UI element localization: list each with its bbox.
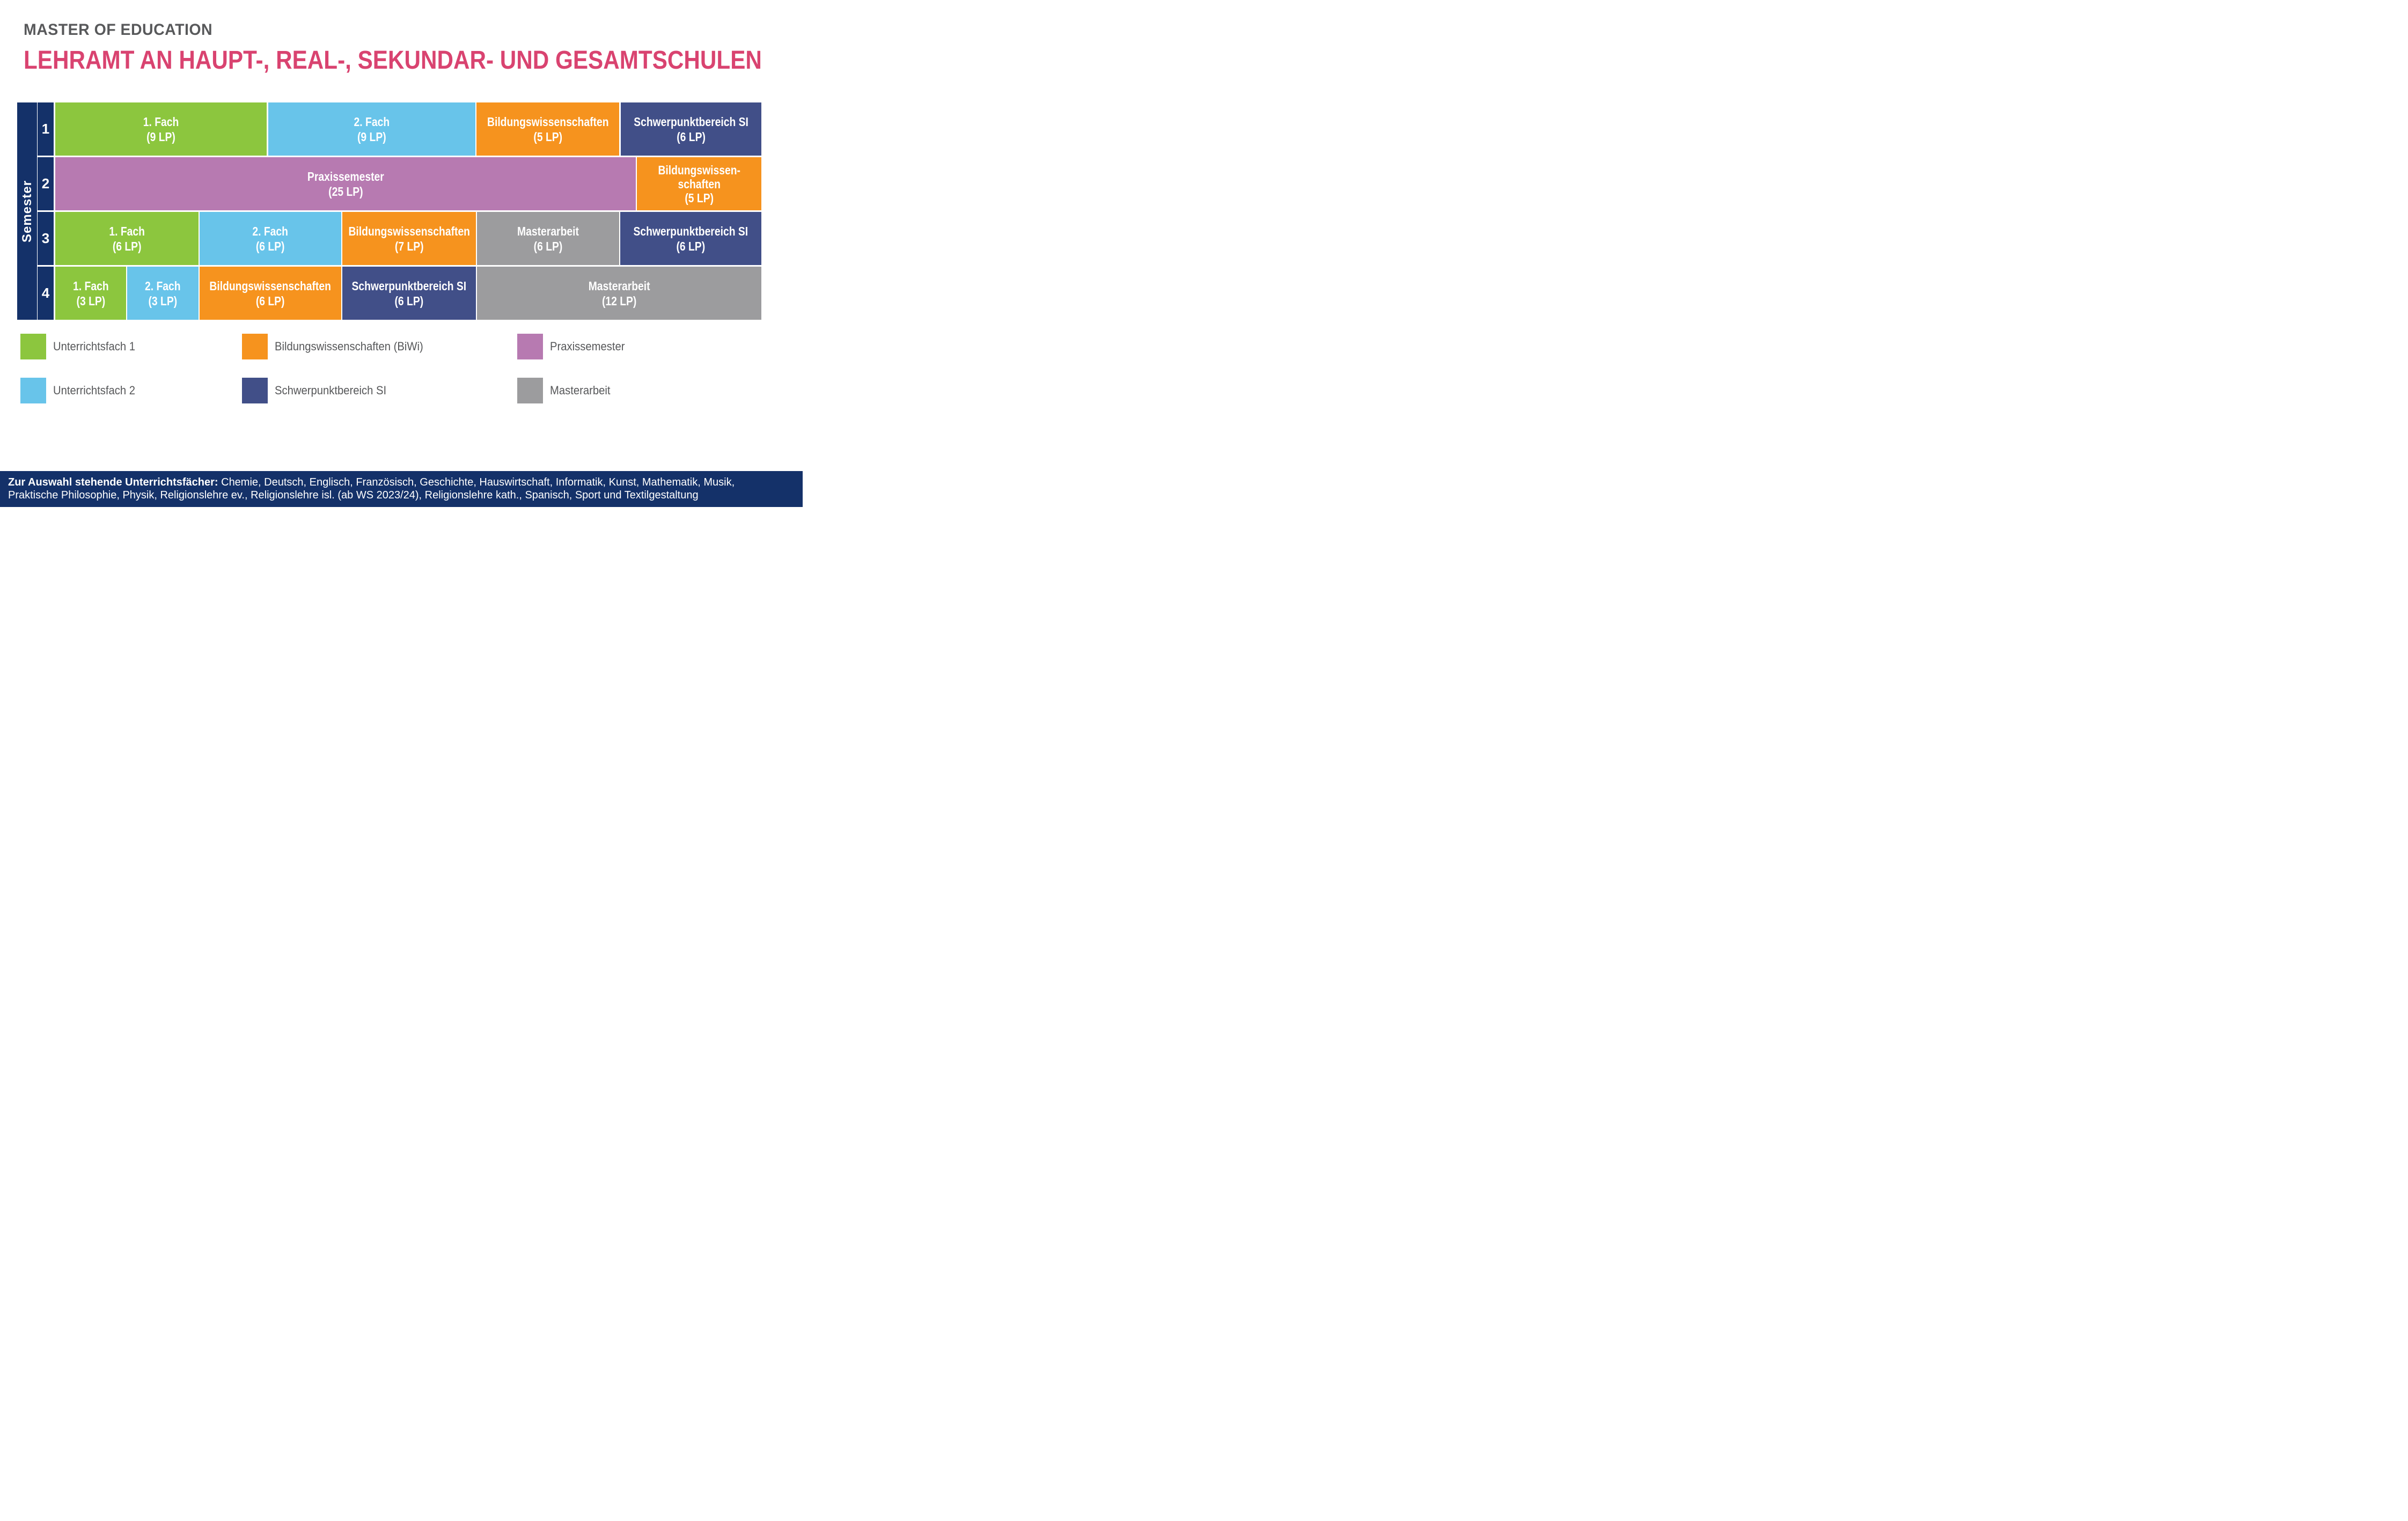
footer-subjects-line1: Chemie, Deutsch, Englisch, Französisch, … xyxy=(218,476,735,488)
semester-number-1: 1 xyxy=(38,102,54,156)
cell-sem3-biwi: Bildungswissenschaften (7 LP) xyxy=(342,212,476,265)
footer-intro: Zur Auswahl stehende Unterrichtsfächer: xyxy=(8,476,218,488)
cell-sem3-masterarbeit: Masterarbeit (6 LP) xyxy=(477,212,619,265)
flyer-page: MASTER OF EDUCATION LEHRAMT AN HAUPT-, R… xyxy=(0,0,803,507)
footer-line-2: Praktische Philosophie, Physik, Religion… xyxy=(8,489,699,501)
legend-swatch-gray xyxy=(517,378,543,403)
footer-line-1: Zur Auswahl stehende Unterrichtsfächer: … xyxy=(8,476,803,489)
legend-label: Unterrichtsfach 2 xyxy=(53,384,135,397)
cell-sem2-praxissemester: Praxissemester (25 LP) xyxy=(55,157,636,210)
semester-number-2: 2 xyxy=(38,157,54,210)
cell-sem4-fach1: 1. Fach (3 LP) xyxy=(55,267,126,320)
legend-swatch-green xyxy=(20,334,46,359)
cell-sem1-fach2: 2. Fach (9 LP) xyxy=(268,102,476,156)
semester-axis: Semester xyxy=(17,102,37,320)
page-title-text: LEHRAMT AN HAUPT-, REAL-, SEKUNDAR- UND … xyxy=(24,46,762,75)
legend-swatch-blue xyxy=(20,378,46,403)
semester-axis-label: Semester xyxy=(19,180,34,243)
legend-item-unterrichtsfach-1: Unterrichtsfach 1 xyxy=(20,334,142,359)
cell-sem4-schwerpunkt: Schwerpunktbereich SI (6 LP) xyxy=(342,267,476,320)
legend-label: Unterrichtsfach 1 xyxy=(53,340,135,353)
cell-sem4-biwi: Bildungswissenschaften (6 LP) xyxy=(200,267,341,320)
cell-sem1-schwerpunkt: Schwerpunktbereich SI (6 LP) xyxy=(620,102,761,156)
cell-sem3-fach1: 1. Fach (6 LP) xyxy=(55,212,199,265)
legend-item-masterarbeit: Masterarbeit xyxy=(517,378,615,403)
legend-swatch-slate xyxy=(242,378,268,403)
legend-label: Masterarbeit xyxy=(550,384,611,397)
footer-bar: Zur Auswahl stehende Unterrichtsfächer: … xyxy=(0,471,803,507)
legend-swatch-mauve xyxy=(517,334,543,359)
page-title: LEHRAMT AN HAUPT-, REAL-, SEKUNDAR- UND … xyxy=(24,48,803,74)
legend-swatch-orange xyxy=(242,334,268,359)
cell-sem4-masterarbeit: Masterarbeit (12 LP) xyxy=(477,267,761,320)
cell-sem2-biwi: Bildungswissen- schaften (5 LP) xyxy=(636,157,761,210)
degree-eyebrow-text: MASTER OF EDUCATION xyxy=(24,21,213,39)
legend-label: Praxissemester xyxy=(550,340,625,353)
cell-sem3-fach2: 2. Fach (6 LP) xyxy=(200,212,341,265)
cell-sem3-schwerpunkt: Schwerpunktbereich SI (6 LP) xyxy=(620,212,761,265)
cell-sem1-fach1: 1. Fach (9 LP) xyxy=(55,102,267,156)
legend-item-bildungswissenschaften: Bildungswissenschaften (BiWi) xyxy=(242,334,436,359)
legend-item-praxissemester: Praxissemester xyxy=(517,334,632,359)
degree-eyebrow: MASTER OF EDUCATION xyxy=(24,21,223,39)
semester-number-3: 3 xyxy=(38,212,54,265)
semester-number-4: 4 xyxy=(38,267,54,320)
legend-label: Bildungswissenschaften (BiWi) xyxy=(275,340,423,353)
cell-sem1-biwi: Bildungswissenschaften (5 LP) xyxy=(476,102,620,156)
cell-sem4-fach2: 2. Fach (3 LP) xyxy=(127,267,199,320)
legend-item-unterrichtsfach-2: Unterrichtsfach 2 xyxy=(20,378,142,403)
legend-label: Schwerpunktbereich SI xyxy=(275,384,387,397)
legend-item-schwerpunktbereich: Schwerpunktbereich SI xyxy=(242,378,396,403)
